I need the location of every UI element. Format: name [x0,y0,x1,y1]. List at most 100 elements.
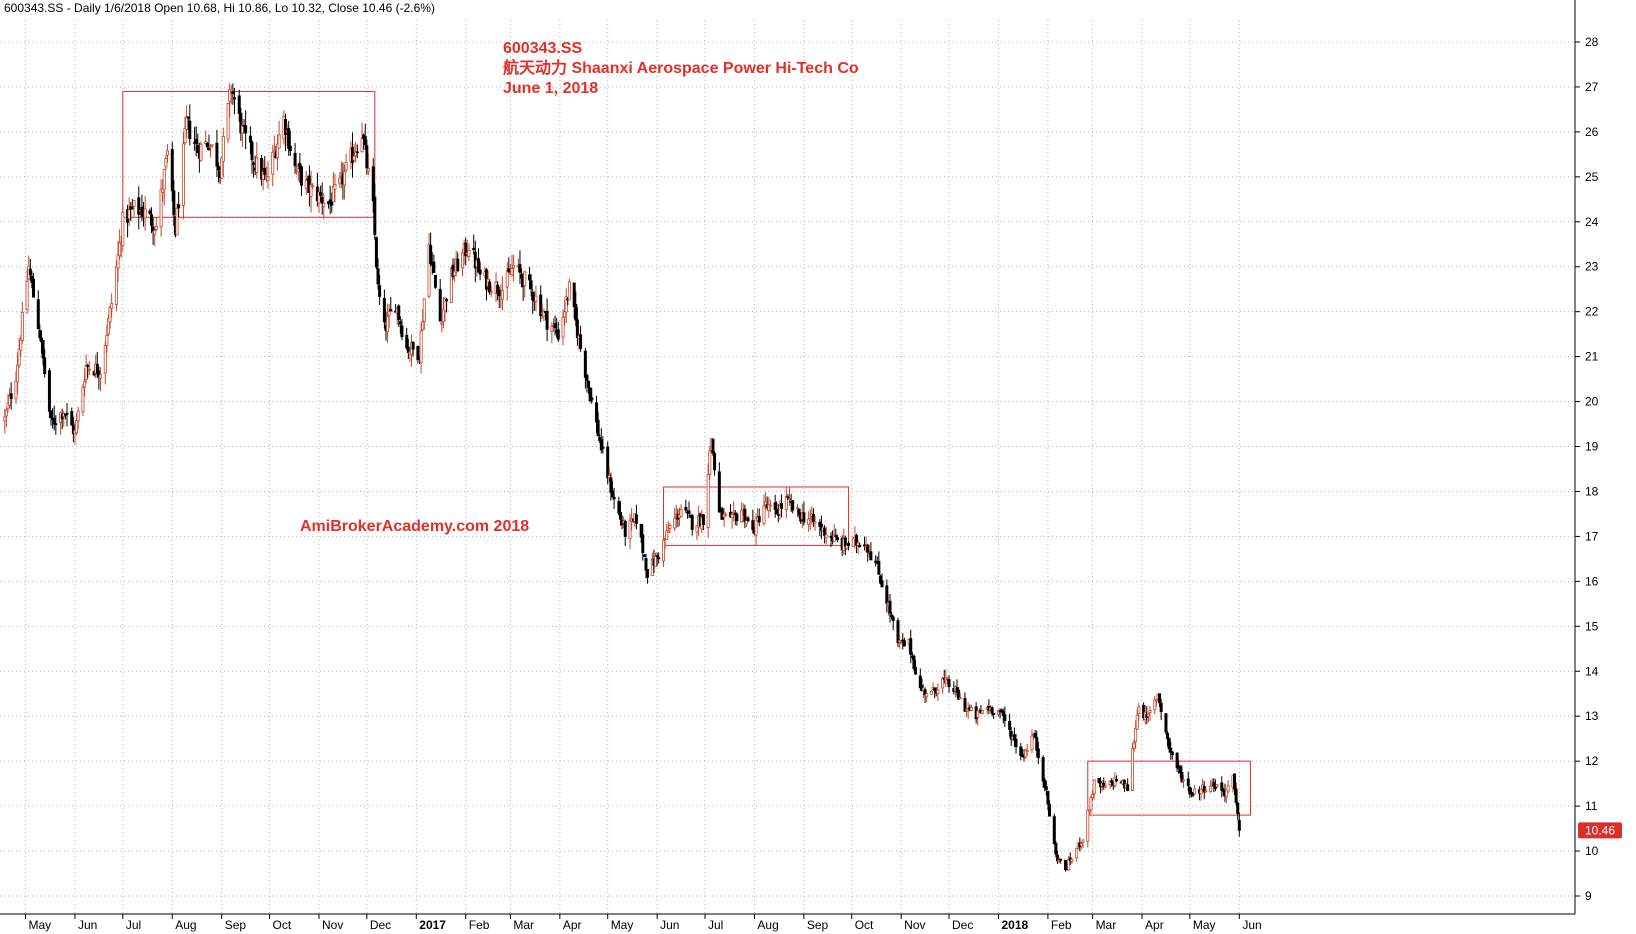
candle-down [595,402,599,423]
y-tick-label: 9 [1585,889,1592,903]
candle-down [1014,738,1018,748]
x-tick-label: Oct [855,918,874,932]
candle-down [252,162,256,165]
candle-up [175,208,179,236]
candle-down [1115,779,1119,782]
date-annotation: June 1, 2018 [503,80,598,97]
candle-up [181,143,185,206]
candle-down [612,496,616,500]
candle-down [1169,747,1173,753]
candle-up [25,280,29,310]
candle-up [1134,728,1138,743]
consolidation-box [1087,760,1251,816]
candle-up [768,504,772,507]
candle-down [990,707,994,714]
y-tick-label: 14 [1585,664,1599,678]
candle-down [378,285,382,297]
candle-down [1126,784,1130,791]
x-tick-label: Jun [78,918,97,932]
candle-up [221,136,225,162]
candle-up [183,127,187,144]
candle-down [1052,816,1056,844]
candle-down [891,616,895,621]
candle-up [796,507,800,510]
candle-down [472,247,476,250]
candle-down [655,555,659,558]
candle-down [585,374,589,381]
candle-down [556,329,560,340]
candle-up [165,150,169,156]
candle-up [1137,706,1141,714]
candle-down [327,201,331,205]
y-tick-label: 13 [1585,709,1599,723]
x-tick-label: Apr [1145,918,1164,932]
candle-down [528,274,532,281]
candle-up [75,420,79,434]
candle-up [421,321,425,331]
candle-down [382,298,386,323]
x-tick-label: Sep [807,918,829,932]
candle-down [320,197,324,204]
candle-down [717,471,721,513]
candle-up [512,265,516,269]
candle-down [1233,773,1237,790]
candle-down [843,537,847,547]
candle-up [108,307,112,323]
candle-up [226,103,230,140]
candle-down [432,261,436,273]
candle-down [207,148,211,151]
candle-down [885,585,889,604]
candle-down [376,268,380,285]
candle-up [427,243,431,297]
candle-down [1186,778,1190,787]
candle-down [590,397,594,401]
y-tick-label: 20 [1585,395,1599,409]
candle-up [159,188,163,228]
candle-up [1181,779,1185,782]
candle-up [1199,788,1203,795]
candle-down [31,278,35,298]
candle-down [244,125,248,134]
candle-up [1091,794,1095,799]
candle-down [713,452,717,471]
candle-up [1075,848,1079,859]
candle-down [215,142,219,167]
candle-down [39,337,43,343]
candle-up [898,640,902,643]
candle-down [786,496,790,499]
y-tick-label: 16 [1585,574,1599,588]
y-tick-label: 26 [1585,125,1599,139]
candle-up [116,254,120,269]
candle-up [762,505,766,525]
candle-down [1036,748,1040,759]
candle-up [311,185,315,188]
candle-down [888,600,892,614]
candle-up [832,534,836,542]
candle-up [304,179,308,189]
candle-down [579,334,583,349]
candle-up [103,345,107,374]
candle-down [811,514,815,523]
candle-up [14,380,18,400]
candle-up [500,290,504,300]
candle-up [271,151,275,175]
candle-down [389,309,393,312]
candle-down [445,299,449,302]
candle-up [422,298,426,322]
candle-down [518,264,522,273]
y-tick-label: 12 [1585,754,1599,768]
candle-down [188,120,192,140]
y-tick-label: 25 [1585,170,1599,184]
candle-down [1237,820,1241,831]
candle-down [802,512,806,523]
candle-up [76,410,80,422]
candle-down [617,500,621,514]
y-tick-label: 10 [1585,844,1599,858]
candle-up [162,168,166,190]
candle-up [199,143,203,161]
candle-down [172,190,176,216]
consolidation-boxes [122,90,1251,816]
candle-up [665,530,669,540]
candle-up [1092,779,1096,795]
